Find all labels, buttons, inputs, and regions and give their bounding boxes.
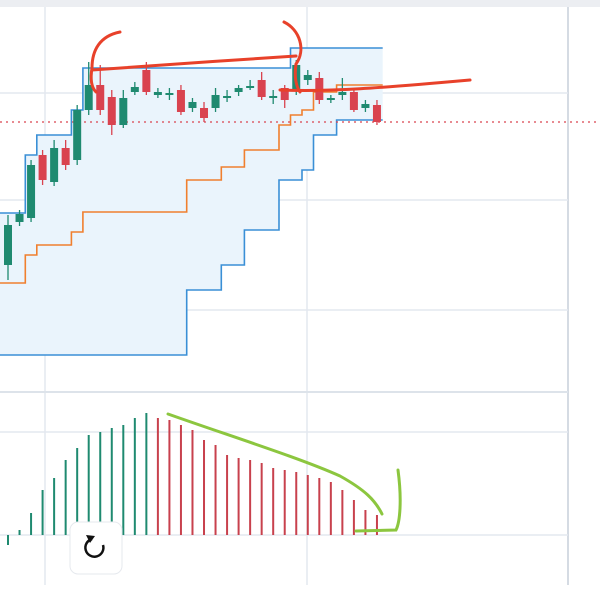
candle-body: [130, 87, 139, 92]
plot: [0, 47, 600, 545]
histogram-bar: [133, 418, 136, 535]
candle-body: [73, 110, 82, 160]
histogram-bar: [64, 460, 67, 535]
histogram-bar: [179, 425, 182, 535]
channel-middle: [0, 84, 383, 284]
annotations: [89, 20, 472, 533]
candle-body: [38, 155, 47, 180]
annotation-stroke: [89, 30, 122, 94]
histogram-bar: [283, 470, 286, 535]
reset-icon-arrow: [86, 535, 95, 543]
candle-body: [303, 75, 312, 80]
candle-body: [361, 104, 370, 108]
candle-body: [246, 86, 255, 88]
histogram-bar: [203, 440, 206, 535]
candle-body: [61, 148, 70, 165]
candle-body: [142, 70, 151, 92]
candle-body: [15, 214, 24, 222]
candle-body: [84, 85, 93, 110]
channel-lower: [0, 119, 383, 356]
histogram-bar: [87, 435, 90, 535]
candle-body: [188, 102, 197, 108]
candle-body: [223, 96, 232, 98]
histogram-bar: [110, 428, 113, 535]
histogram-bar: [191, 430, 194, 535]
candle-body: [338, 92, 347, 95]
histogram-bar: [272, 468, 275, 535]
histogram-bar: [249, 460, 252, 535]
annotation-stroke: [166, 412, 384, 516]
candle-body: [372, 105, 381, 122]
histogram-bar: [30, 513, 33, 535]
candle-body: [27, 165, 36, 218]
histogram-bar: [226, 455, 229, 535]
annotation-stroke: [282, 20, 303, 94]
histogram-bar: [76, 448, 79, 535]
histogram-bar: [341, 490, 344, 535]
histogram-bar: [18, 530, 21, 535]
candle-body: [200, 108, 209, 118]
histogram-bar: [295, 472, 298, 535]
candle-body: [165, 93, 174, 95]
histogram-bar: [260, 463, 263, 535]
histogram-bar: [318, 478, 321, 535]
candle-body: [119, 98, 128, 125]
top-bar: [0, 0, 600, 7]
candle-body: [349, 92, 358, 110]
candle-body: [107, 97, 116, 125]
histogram-bar: [237, 458, 240, 535]
histogram-bar: [352, 500, 355, 535]
histogram-bar: [168, 420, 171, 535]
histogram-bar: [364, 510, 367, 535]
candle-body: [326, 98, 335, 100]
candle-body: [257, 80, 266, 97]
reset-icon: [84, 537, 105, 558]
histogram-bar: [122, 425, 125, 535]
histogram-bar: [156, 418, 159, 535]
candle-body: [211, 95, 220, 108]
candle-body: [176, 90, 185, 112]
histogram-bar: [41, 490, 44, 535]
annotation-stroke: [354, 468, 402, 533]
candle-body: [153, 92, 162, 95]
annotation-stroke: [90, 54, 298, 72]
histogram-bar: [7, 535, 9, 545]
histogram-bar: [329, 482, 332, 535]
reset-button-bg[interactable]: [69, 521, 123, 575]
histogram-bar: [306, 475, 309, 535]
candle-body: [234, 88, 243, 92]
candle-body: [96, 85, 105, 110]
annotation-stroke: [278, 78, 472, 92]
channel-upper: [0, 47, 383, 214]
candle-body: [50, 148, 59, 182]
candle-body: [269, 96, 278, 98]
histogram-bar: [53, 478, 56, 535]
candle-body: [280, 88, 289, 100]
reset-button[interactable]: [69, 521, 123, 575]
histogram-bar: [145, 413, 148, 535]
histogram-bar: [375, 515, 378, 535]
candle-body: [4, 225, 12, 265]
histogram-bar: [99, 432, 102, 535]
histogram-bar: [214, 445, 217, 535]
